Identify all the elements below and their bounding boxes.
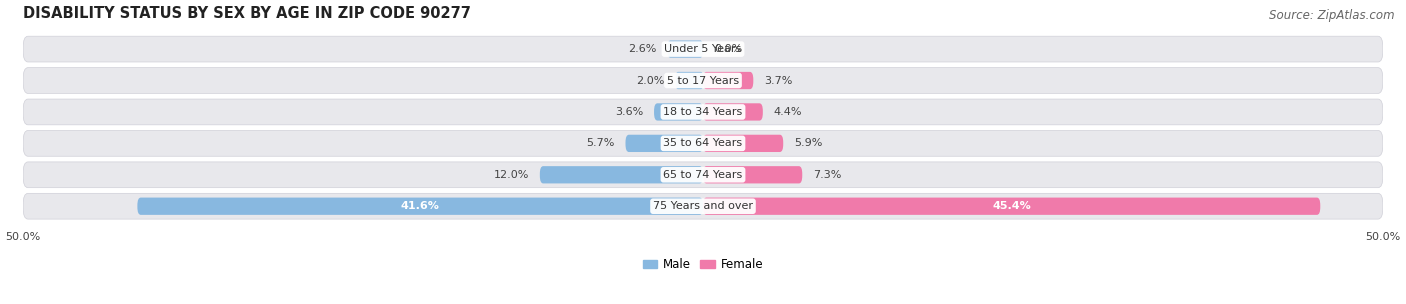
Legend: Male, Female: Male, Female: [638, 254, 768, 276]
FancyBboxPatch shape: [22, 162, 1384, 188]
Text: 12.0%: 12.0%: [494, 170, 529, 180]
FancyBboxPatch shape: [703, 198, 1320, 215]
FancyBboxPatch shape: [703, 72, 754, 89]
FancyBboxPatch shape: [138, 198, 703, 215]
FancyBboxPatch shape: [626, 135, 703, 152]
Text: Source: ZipAtlas.com: Source: ZipAtlas.com: [1270, 9, 1395, 22]
FancyBboxPatch shape: [22, 130, 1384, 156]
FancyBboxPatch shape: [22, 67, 1384, 93]
FancyBboxPatch shape: [22, 193, 1384, 219]
Text: 65 to 74 Years: 65 to 74 Years: [664, 170, 742, 180]
Text: 3.6%: 3.6%: [614, 107, 643, 117]
FancyBboxPatch shape: [22, 36, 1384, 62]
Text: 18 to 34 Years: 18 to 34 Years: [664, 107, 742, 117]
FancyBboxPatch shape: [703, 103, 763, 121]
FancyBboxPatch shape: [540, 166, 703, 183]
Text: 5.7%: 5.7%: [586, 138, 614, 148]
FancyBboxPatch shape: [676, 72, 703, 89]
FancyBboxPatch shape: [668, 40, 703, 58]
FancyBboxPatch shape: [703, 166, 803, 183]
Text: 7.3%: 7.3%: [813, 170, 842, 180]
Text: 0.0%: 0.0%: [714, 44, 742, 54]
Text: DISABILITY STATUS BY SEX BY AGE IN ZIP CODE 90277: DISABILITY STATUS BY SEX BY AGE IN ZIP C…: [22, 5, 471, 21]
Text: 45.4%: 45.4%: [993, 201, 1031, 211]
FancyBboxPatch shape: [703, 135, 783, 152]
FancyBboxPatch shape: [654, 103, 703, 121]
Text: 35 to 64 Years: 35 to 64 Years: [664, 138, 742, 148]
Text: 4.4%: 4.4%: [773, 107, 803, 117]
Text: Under 5 Years: Under 5 Years: [665, 44, 741, 54]
Text: 2.6%: 2.6%: [628, 44, 657, 54]
Text: 5.9%: 5.9%: [794, 138, 823, 148]
Text: 41.6%: 41.6%: [401, 201, 440, 211]
Text: 2.0%: 2.0%: [637, 75, 665, 85]
Text: 75 Years and over: 75 Years and over: [652, 201, 754, 211]
Text: 5 to 17 Years: 5 to 17 Years: [666, 75, 740, 85]
FancyBboxPatch shape: [22, 99, 1384, 125]
Text: 3.7%: 3.7%: [765, 75, 793, 85]
